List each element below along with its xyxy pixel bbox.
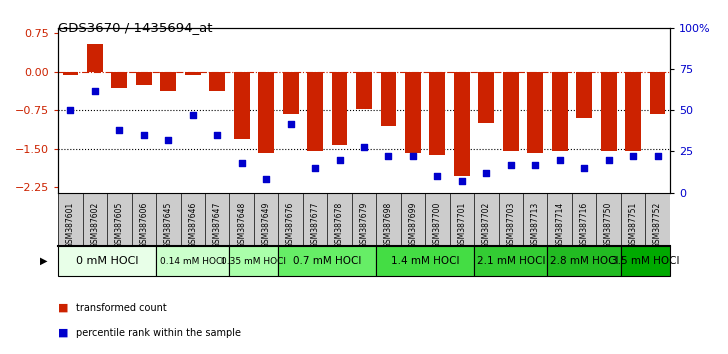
Text: 1.4 mM HOCl: 1.4 mM HOCl bbox=[391, 256, 459, 266]
Text: ■: ■ bbox=[58, 328, 68, 338]
Bar bbox=[356, 72, 372, 109]
Point bbox=[187, 113, 199, 118]
Text: 2.8 mM HOCl: 2.8 mM HOCl bbox=[550, 256, 618, 266]
Bar bbox=[209, 72, 225, 91]
Point bbox=[236, 160, 248, 166]
Text: transformed count: transformed count bbox=[76, 303, 167, 313]
Bar bbox=[474, 246, 547, 276]
Point bbox=[652, 154, 663, 159]
Point bbox=[65, 108, 76, 113]
Point bbox=[114, 127, 125, 133]
Text: ▶: ▶ bbox=[40, 256, 47, 266]
Point bbox=[285, 121, 296, 126]
Bar bbox=[185, 72, 201, 75]
Bar bbox=[156, 246, 229, 276]
Bar bbox=[430, 72, 446, 155]
Point bbox=[309, 165, 321, 171]
Bar bbox=[258, 72, 274, 153]
Point bbox=[505, 162, 517, 167]
Text: ■: ■ bbox=[58, 303, 68, 313]
Bar bbox=[136, 72, 152, 85]
Bar bbox=[160, 72, 176, 91]
Bar bbox=[282, 72, 298, 114]
Point bbox=[89, 88, 100, 93]
Bar bbox=[503, 72, 519, 152]
Bar bbox=[405, 72, 421, 153]
Bar bbox=[111, 72, 127, 88]
Point bbox=[358, 144, 370, 149]
Point bbox=[138, 132, 150, 138]
Bar bbox=[601, 72, 617, 152]
Point bbox=[554, 157, 566, 162]
Bar bbox=[278, 246, 376, 276]
Point bbox=[407, 154, 419, 159]
Bar bbox=[576, 72, 592, 118]
Text: dose: dose bbox=[0, 256, 4, 266]
Point bbox=[261, 177, 272, 182]
Bar bbox=[58, 246, 156, 276]
Bar bbox=[527, 72, 543, 153]
Point bbox=[333, 157, 345, 162]
Text: 0.14 mM HOCl: 0.14 mM HOCl bbox=[160, 257, 225, 266]
Point bbox=[603, 157, 614, 162]
Text: 3.5 mM HOCl: 3.5 mM HOCl bbox=[611, 256, 679, 266]
Bar bbox=[649, 72, 665, 114]
Point bbox=[383, 154, 395, 159]
Point bbox=[628, 154, 639, 159]
Text: 0 mM HOCl: 0 mM HOCl bbox=[76, 256, 138, 266]
Text: 2.1 mM HOCl: 2.1 mM HOCl bbox=[477, 256, 545, 266]
Point bbox=[162, 137, 174, 143]
Point bbox=[529, 162, 541, 167]
Bar bbox=[229, 246, 278, 276]
Bar bbox=[621, 246, 670, 276]
Text: percentile rank within the sample: percentile rank within the sample bbox=[76, 328, 242, 338]
Bar bbox=[552, 72, 568, 152]
Point bbox=[480, 170, 492, 176]
Bar bbox=[454, 72, 470, 176]
Bar bbox=[381, 72, 397, 126]
Point bbox=[211, 132, 223, 138]
Point bbox=[578, 165, 590, 171]
Bar bbox=[547, 246, 621, 276]
Text: 0.35 mM HOCl: 0.35 mM HOCl bbox=[221, 257, 286, 266]
Bar bbox=[234, 72, 250, 139]
Bar bbox=[625, 72, 641, 152]
Text: 0.7 mM HOCl: 0.7 mM HOCl bbox=[293, 256, 362, 266]
Bar bbox=[331, 72, 347, 145]
Point bbox=[456, 178, 467, 184]
Text: GDS3670 / 1435694_at: GDS3670 / 1435694_at bbox=[58, 21, 213, 34]
Bar bbox=[307, 72, 323, 152]
Bar bbox=[87, 44, 103, 72]
Bar bbox=[63, 72, 79, 74]
Bar bbox=[376, 246, 474, 276]
Bar bbox=[478, 72, 494, 123]
Point bbox=[432, 173, 443, 179]
